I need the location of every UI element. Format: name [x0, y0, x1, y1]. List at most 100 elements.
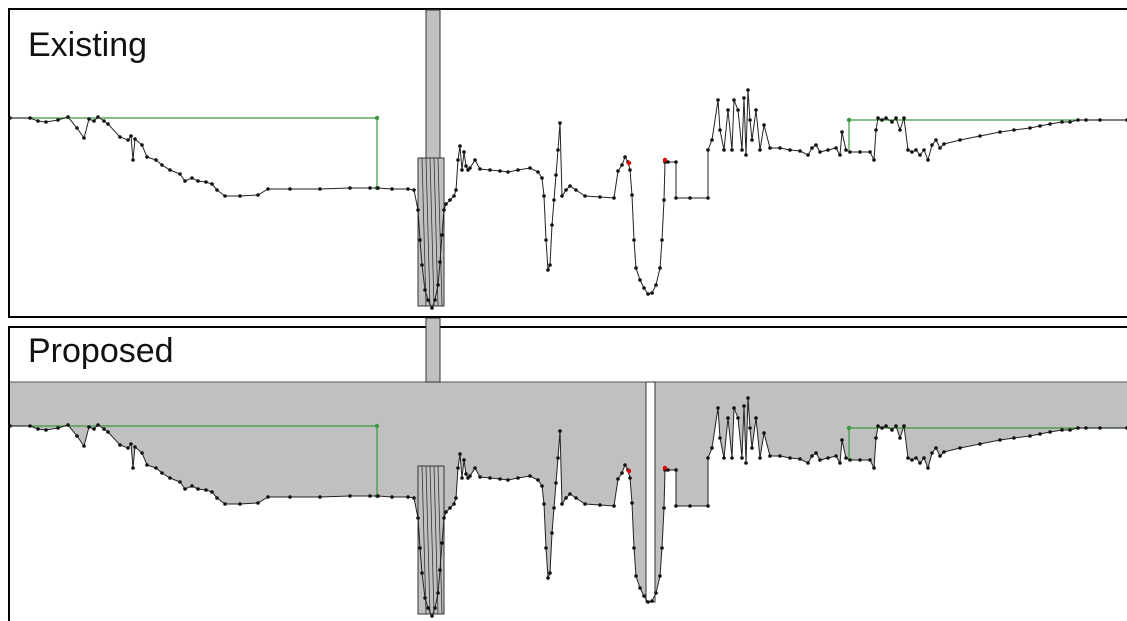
profile-node — [628, 168, 632, 172]
profile-node — [620, 471, 624, 475]
hgl-node — [374, 423, 380, 429]
profile-node — [473, 466, 477, 470]
profile-node — [190, 484, 194, 488]
profile-node — [998, 438, 1002, 442]
profile-node — [160, 471, 164, 475]
profile-node — [66, 115, 70, 119]
manhole-shaft — [425, 9, 441, 159]
profile-node — [423, 288, 427, 292]
profile-node — [788, 456, 792, 460]
profile-node — [406, 187, 410, 191]
profile-node — [844, 456, 848, 460]
profile-node — [718, 128, 722, 132]
profile-node — [96, 423, 100, 427]
profile-node — [623, 155, 627, 159]
profile-node — [858, 458, 862, 462]
profile-node — [840, 130, 844, 134]
profile-node — [654, 591, 658, 595]
profile-node — [564, 188, 568, 192]
profile-node — [82, 444, 86, 448]
profile-node — [256, 193, 260, 197]
profile-node — [662, 198, 666, 202]
profile-node — [744, 461, 748, 465]
profile-node — [442, 516, 446, 520]
profile-node — [638, 278, 642, 282]
profile-node — [36, 427, 40, 431]
profile-node — [826, 456, 830, 460]
profile-node — [440, 541, 444, 545]
profile-node — [810, 454, 814, 458]
profile-node — [376, 494, 380, 498]
profile-node — [646, 600, 650, 604]
profile-node — [488, 168, 492, 172]
profile-node — [890, 120, 894, 124]
profile-node — [145, 155, 149, 159]
profile-node — [488, 476, 492, 480]
profile-node — [118, 443, 122, 447]
profile-node — [8, 424, 12, 428]
profile-node — [868, 150, 872, 154]
profile-node — [938, 454, 942, 458]
profile-node — [598, 195, 602, 199]
profile-node — [876, 116, 880, 120]
profile-node — [934, 138, 938, 142]
profile-node — [8, 116, 12, 120]
profile-node — [874, 436, 878, 440]
profile-node — [623, 463, 627, 467]
profile-node — [456, 158, 460, 162]
highlight-node — [626, 468, 632, 474]
profile-node — [1038, 432, 1042, 436]
profile-node — [818, 458, 822, 462]
chamber-line — [429, 465, 435, 615]
profile-node — [722, 148, 726, 152]
profile-node — [444, 202, 448, 206]
profile-node — [722, 456, 726, 460]
profile-node — [978, 442, 982, 446]
profile-node — [238, 502, 242, 506]
profile-node — [706, 504, 710, 508]
profile-node — [154, 158, 158, 162]
profile-node — [716, 98, 720, 102]
profile-node — [462, 458, 466, 462]
profile-node — [910, 458, 914, 462]
profile-node — [468, 166, 472, 170]
profile-node — [568, 184, 572, 188]
profile-node — [632, 546, 636, 550]
profile-node — [958, 138, 962, 142]
profile-node — [412, 496, 416, 500]
profile-node — [620, 163, 624, 167]
profile-node — [548, 571, 552, 575]
profile-node — [82, 136, 86, 140]
profile-node — [420, 263, 424, 267]
profile-node — [583, 502, 587, 506]
profile-node — [444, 510, 448, 514]
profile-node — [506, 478, 510, 482]
profile-node — [758, 456, 762, 460]
profile-node — [730, 456, 734, 460]
profile-node — [438, 260, 442, 264]
highlight-node — [662, 465, 668, 471]
profile-node — [894, 116, 898, 120]
profile-node — [742, 96, 746, 100]
profile-node — [433, 298, 437, 302]
profile-node — [458, 452, 462, 456]
profile-node — [550, 531, 554, 535]
profile-node — [56, 426, 60, 430]
profile-node — [478, 475, 482, 479]
profile-node — [348, 494, 352, 498]
profile-node — [736, 108, 740, 112]
profile-node — [748, 118, 752, 122]
chamber-line — [433, 465, 439, 615]
profile-node — [732, 98, 736, 102]
profile-node — [918, 461, 922, 465]
profile-node — [922, 456, 926, 460]
profile-node — [814, 143, 818, 147]
profile-node — [918, 153, 922, 157]
profile-node — [958, 446, 962, 450]
profile-node — [754, 416, 758, 420]
profile-node — [1068, 120, 1072, 124]
profile-node — [810, 146, 814, 150]
profile-node — [910, 150, 914, 154]
profile-node — [574, 188, 578, 192]
profile-node — [430, 614, 434, 618]
